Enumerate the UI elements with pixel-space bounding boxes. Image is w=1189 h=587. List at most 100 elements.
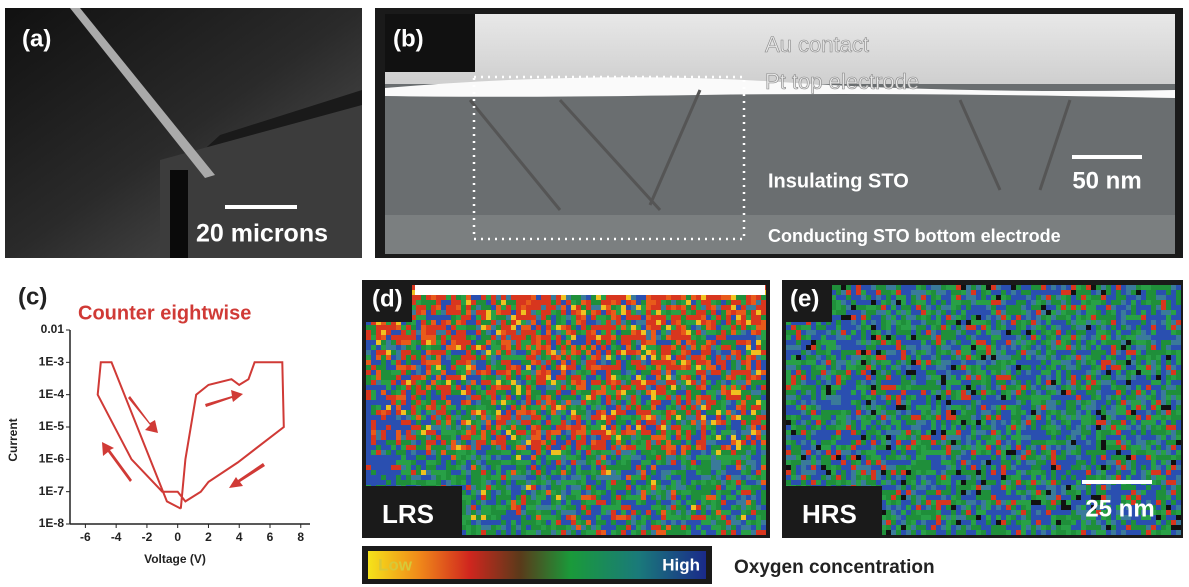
map-pixel xyxy=(841,300,846,305)
map-pixel xyxy=(406,400,411,405)
map-pixel xyxy=(726,335,731,340)
map-pixel xyxy=(506,360,511,365)
map-pixel xyxy=(706,520,711,525)
map-pixel xyxy=(906,285,911,290)
map-pixel xyxy=(726,495,731,500)
map-pixel xyxy=(436,385,441,390)
map-pixel xyxy=(436,465,441,470)
map-pixel xyxy=(666,505,671,510)
map-pixel xyxy=(506,385,511,390)
map-pixel xyxy=(1156,320,1161,325)
map-pixel xyxy=(626,460,631,465)
map-pixel xyxy=(406,430,411,435)
map-pixel xyxy=(621,395,626,400)
map-pixel xyxy=(736,470,741,475)
map-pixel xyxy=(596,450,601,455)
map-pixel xyxy=(661,320,666,325)
map-pixel xyxy=(691,505,696,510)
map-pixel xyxy=(481,400,486,405)
map-pixel xyxy=(946,330,951,335)
map-pixel xyxy=(636,425,641,430)
map-pixel xyxy=(511,460,516,465)
map-pixel xyxy=(721,370,726,375)
map-pixel xyxy=(736,500,741,505)
map-pixel xyxy=(976,335,981,340)
map-pixel xyxy=(391,370,396,375)
map-pixel xyxy=(686,400,691,405)
map-pixel xyxy=(956,295,961,300)
map-pixel xyxy=(631,520,636,525)
map-pixel xyxy=(746,335,751,340)
map-pixel xyxy=(566,490,571,495)
map-pixel xyxy=(576,460,581,465)
map-pixel xyxy=(611,455,616,460)
map-pixel xyxy=(531,340,536,345)
map-pixel xyxy=(591,315,596,320)
panel-label: (b) xyxy=(393,25,424,52)
map-pixel xyxy=(566,390,571,395)
map-pixel xyxy=(1066,305,1071,310)
map-pixel xyxy=(641,305,646,310)
map-pixel xyxy=(576,380,581,385)
map-pixel xyxy=(546,360,551,365)
map-pixel xyxy=(676,485,681,490)
map-pixel xyxy=(581,485,586,490)
map-pixel xyxy=(701,515,706,520)
map-pixel xyxy=(636,400,641,405)
map-pixel xyxy=(1141,285,1146,290)
y-tick-label: 1E-5 xyxy=(39,419,65,433)
map-pixel xyxy=(696,510,701,515)
map-pixel xyxy=(366,330,371,335)
map-pixel xyxy=(751,495,756,500)
map-pixel xyxy=(576,335,581,340)
map-pixel xyxy=(506,300,511,305)
map-pixel xyxy=(756,455,761,460)
map-pixel xyxy=(596,340,601,345)
panel-label: (c) xyxy=(18,283,47,310)
map-pixel xyxy=(526,490,531,495)
map-pixel xyxy=(756,300,761,305)
map-pixel xyxy=(386,475,391,480)
map-pixel xyxy=(666,520,671,525)
map-pixel xyxy=(501,325,506,330)
map-pixel xyxy=(456,300,461,305)
map-pixel xyxy=(1006,315,1011,320)
map-pixel xyxy=(646,475,651,480)
map-pixel xyxy=(751,300,756,305)
map-pixel xyxy=(576,325,581,330)
map-pixel xyxy=(616,510,621,515)
map-pixel xyxy=(371,415,376,420)
map-pixel xyxy=(476,510,481,515)
map-pixel xyxy=(586,335,591,340)
map-pixel xyxy=(416,465,421,470)
map-pixel xyxy=(411,410,416,415)
map-pixel xyxy=(496,415,501,420)
map-pixel xyxy=(756,385,761,390)
map-pixel xyxy=(591,325,596,330)
map-pixel xyxy=(561,475,566,480)
map-pixel xyxy=(891,325,896,330)
map-pixel xyxy=(461,380,466,385)
map-pixel xyxy=(631,370,636,375)
map-pixel xyxy=(601,480,606,485)
map-pixel xyxy=(871,300,876,305)
map-pixel xyxy=(546,470,551,475)
map-pixel xyxy=(466,460,471,465)
map-pixel xyxy=(496,410,501,415)
map-pixel xyxy=(421,415,426,420)
map-pixel xyxy=(751,395,756,400)
map-pixel xyxy=(696,465,701,470)
map-pixel xyxy=(456,295,461,300)
map-pixel xyxy=(931,330,936,335)
map-pixel xyxy=(881,330,886,335)
map-pixel xyxy=(966,335,971,340)
map-pixel xyxy=(436,470,441,475)
map-pixel xyxy=(721,395,726,400)
map-pixel xyxy=(621,505,626,510)
map-pixel xyxy=(716,525,721,530)
map-pixel xyxy=(1116,300,1121,305)
map-pixel xyxy=(686,365,691,370)
map-pixel xyxy=(491,350,496,355)
map-pixel xyxy=(496,460,501,465)
map-pixel xyxy=(446,360,451,365)
